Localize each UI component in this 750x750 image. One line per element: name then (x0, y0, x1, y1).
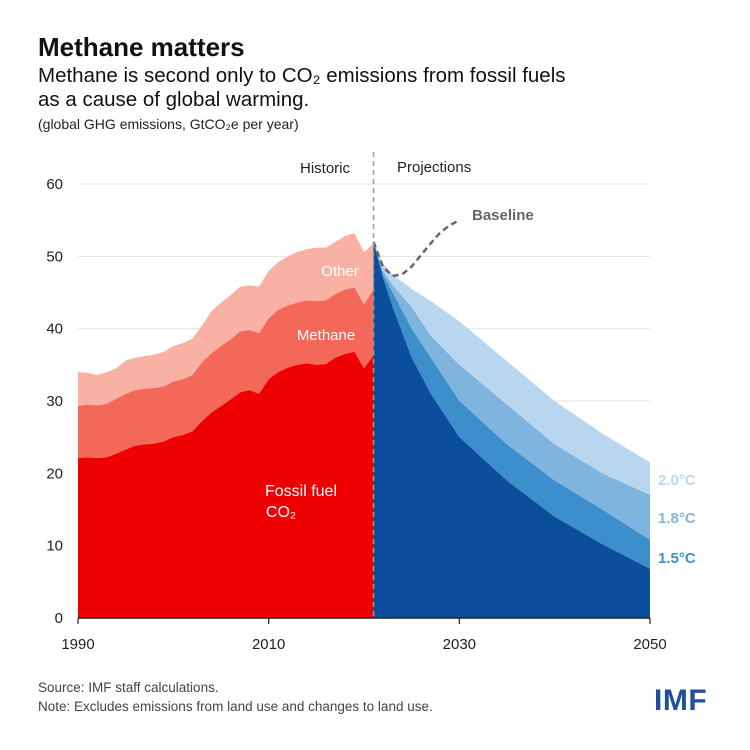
area-other (78, 233, 374, 407)
area-fossil-co2 (78, 351, 374, 618)
other-label: Other (321, 263, 359, 280)
imf-logo: IMF (654, 684, 708, 717)
area-pathway-1-5 (373, 241, 650, 618)
footer: Source: IMF staff calculations. Note: Ex… (38, 678, 433, 716)
area-layers (78, 233, 650, 618)
area-pathway-1-8 (373, 241, 650, 569)
y-tick-label: 0 (55, 610, 63, 627)
x-tick-label: 2030 (443, 636, 476, 653)
pathway-label-1-5: 1.5°C (658, 550, 696, 567)
baseline-line (372, 219, 460, 278)
fossil-label: Fossil fuel (265, 483, 337, 500)
y-tick-label: 50 (46, 248, 63, 265)
x-tick-label: 2050 (633, 636, 666, 653)
subtitle-line-2: as a cause of global warming. (38, 88, 310, 111)
fossil-label-co2: CO₂ (266, 504, 296, 521)
source-note: Source: IMF staff calculations. (38, 680, 219, 695)
y-tick-label: 10 (46, 538, 63, 555)
subtitle-line-1: Methane is second only to CO₂ emissions … (38, 64, 566, 87)
historic-label: Historic (300, 160, 351, 177)
y-tick-label: 20 (46, 465, 63, 482)
methane-label: Methane (297, 327, 355, 344)
y-tick-label: 40 (46, 321, 63, 338)
pathway-label-2-0: 2.0°C (658, 472, 696, 489)
x-tick-label: 1990 (61, 636, 94, 653)
units-label: (global GHG emissions, GtCO₂e per year) (38, 116, 299, 132)
baseline-label: Baseline (472, 207, 534, 224)
chart-title: Methane matters (38, 32, 245, 62)
y-tick-label: 30 (46, 393, 63, 410)
area-pathway-2-0 (373, 241, 650, 540)
annotations: Historic Projections Other Methane Fossil fu… (265, 152, 696, 618)
area-pathway-upper (373, 241, 650, 496)
projections-label: Projections (397, 159, 471, 176)
y-tick-label: 60 (46, 176, 63, 193)
chart-subtitle: Methane is second only to CO₂ emissions … (38, 64, 718, 112)
pathway-label-1-8: 1.8°C (658, 510, 696, 527)
footnote: Note: Excludes emissions from land use a… (38, 699, 433, 714)
x-tick-label: 2010 (252, 636, 285, 653)
area-methane (78, 287, 374, 459)
